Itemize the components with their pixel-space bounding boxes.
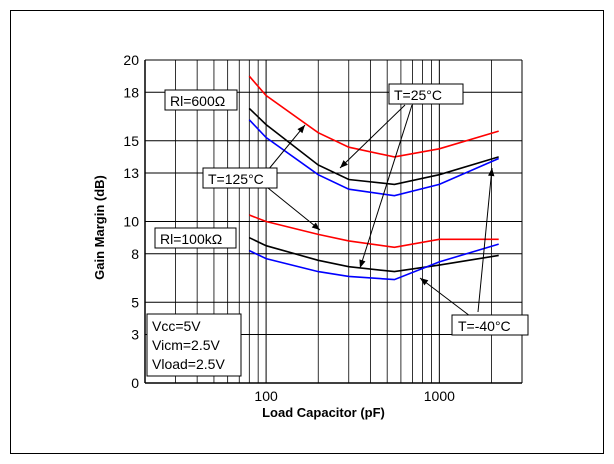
- series-line: [249, 214, 499, 249]
- annotation-arrow-line: [419, 277, 471, 317]
- annotation-arrow-line: [339, 104, 406, 169]
- y-tick-label: 0: [131, 375, 139, 391]
- annotation-arrowhead: [297, 125, 305, 134]
- y-tick-label: 8: [131, 246, 139, 262]
- y-tick-label: 18: [123, 84, 139, 100]
- annotation-arrow-line: [359, 104, 413, 269]
- series-line: [248, 75, 499, 158]
- annotation-arrowhead: [340, 160, 348, 168]
- series-line: [248, 119, 500, 197]
- y-tick-label: 20: [123, 52, 139, 68]
- x-tick-label: 1000: [424, 388, 455, 404]
- conditions-line: Vicm=2.5V: [152, 337, 220, 353]
- annotation-arrowhead: [359, 259, 366, 268]
- y-tick-label: 3: [131, 327, 139, 343]
- annotation-arrowhead: [488, 168, 495, 177]
- series-line: [248, 243, 499, 281]
- t-125-label: T=125°C: [208, 171, 264, 187]
- t-25-label: T=25°C: [394, 87, 442, 103]
- t-125-label-box: [202, 167, 278, 189]
- conditions-box: [146, 313, 242, 377]
- rl-600-label-box: [164, 89, 238, 111]
- t-25-label-box: [388, 83, 464, 105]
- y-tick-label: 5: [131, 294, 139, 310]
- y-tick-label: 13: [123, 165, 139, 181]
- annotation-arrowhead: [311, 222, 320, 230]
- annotation-arrowhead: [420, 278, 429, 286]
- t-minus40-label-box: [451, 314, 529, 336]
- y-axis-label: Gain Margin (dB): [92, 175, 107, 280]
- annotation-arrow-line: [267, 187, 321, 231]
- x-axis-label: Load Capacitor (pF): [262, 405, 385, 420]
- annotation-arrow-line: [267, 124, 306, 171]
- y-tick-label: 15: [123, 133, 139, 149]
- t-minus40-label: T=-40°C: [458, 318, 511, 334]
- rl-100k-label-box: [154, 227, 237, 249]
- rl-100k-label: Rl=100kΩ: [160, 231, 222, 247]
- annotation-arrow-line: [477, 167, 493, 313]
- x-tick-label: 100: [254, 388, 278, 404]
- conditions-line: Vcc=5V: [152, 318, 201, 334]
- y-tick-label: 10: [123, 214, 139, 230]
- series-line: [248, 236, 499, 273]
- series-line: [248, 107, 499, 186]
- figure-frame: [10, 10, 604, 454]
- rl-600-label: Rl=600Ω: [170, 93, 225, 109]
- conditions-line: Vload=2.5V: [152, 356, 225, 372]
